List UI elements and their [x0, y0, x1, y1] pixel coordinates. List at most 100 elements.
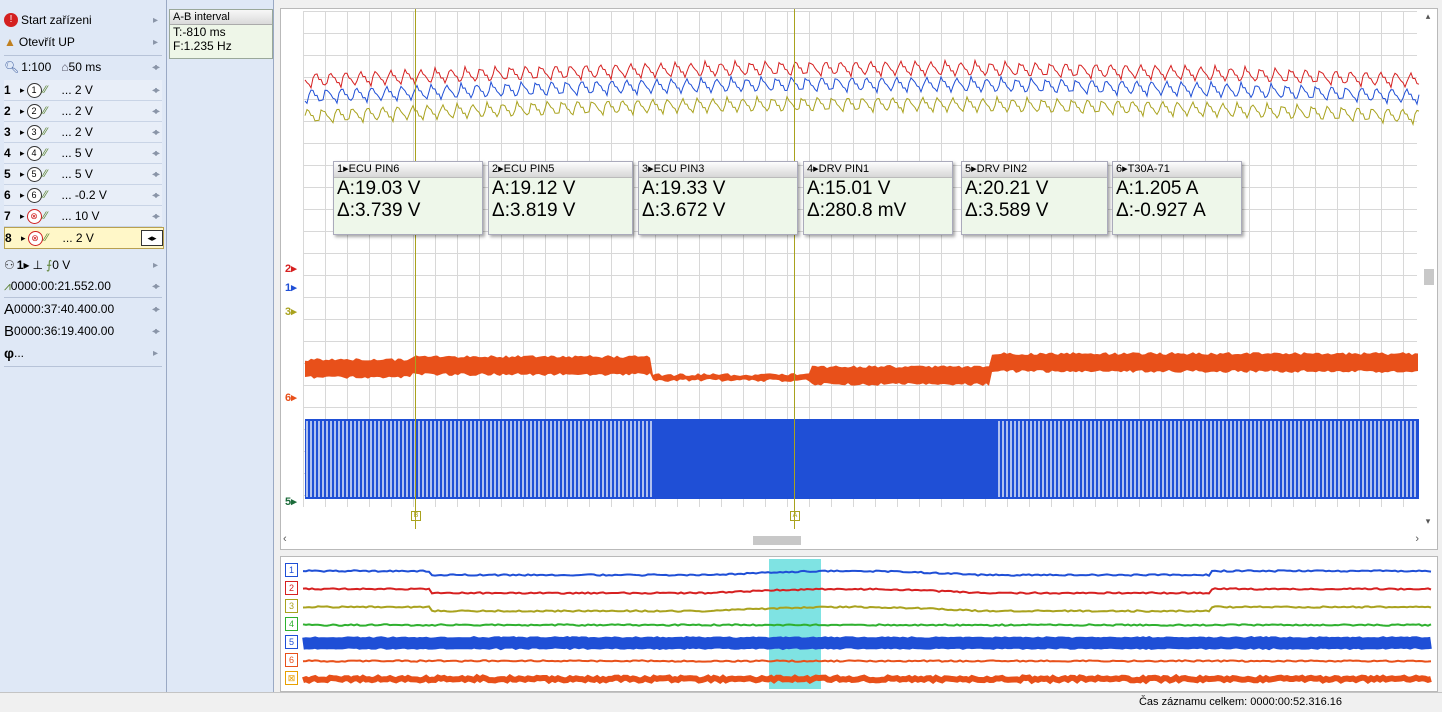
probe-icon[interactable]: ⁄⁄	[44, 84, 56, 96]
channel-scale[interactable]: ... -0.2 V	[62, 188, 107, 202]
channel-row-1[interactable]: 1 ▸ 1 ⁄⁄... 2 V ◂▸	[4, 80, 162, 101]
probe-icon[interactable]: ⁄⁄	[44, 210, 56, 222]
horizontal-scrollbar[interactable]: ‹ ›	[283, 533, 1419, 547]
divider	[4, 366, 162, 367]
channel-marker-3[interactable]: 3▸	[285, 305, 297, 318]
overview-channel-label-7[interactable]: ⊠	[285, 671, 298, 685]
measurement-box-5[interactable]: 5▸DRV PIN2 A:20.21 V Δ:3.589 V	[961, 161, 1108, 235]
measurement-box-4[interactable]: 4▸DRV PIN1 A:15.01 V Δ:280.8 mV	[803, 161, 953, 235]
main-plot[interactable]: B A 2▸ 1▸ 3▸ 6▸ 5▸ 1▸ECU PIN6 A:19.03 V …	[280, 8, 1438, 550]
overview-trace-6	[303, 660, 1431, 661]
probe-icon[interactable]: ⁄⁄	[44, 168, 56, 180]
channel-circle-icon[interactable]: 3	[27, 125, 42, 140]
adjust-arrows-icon[interactable]: ◂▸	[152, 62, 158, 73]
channel-number: 3	[4, 125, 20, 139]
adjust-arrows-icon[interactable]: ◂▸	[152, 85, 158, 96]
zoom-timebase-row[interactable]: 🔍︎ 1:100 ⌂ 50 ms ◂▸	[4, 57, 162, 77]
probe-icon[interactable]: ⁄⁄	[44, 105, 56, 117]
cursor-a-row[interactable]: A 0000:37:40.400.00 ◂▸	[4, 299, 162, 319]
measurement-box-1[interactable]: 1▸ECU PIN6 A:19.03 V Δ:3.739 V	[333, 161, 483, 235]
probe-icon[interactable]: ⁄⁄	[44, 189, 56, 201]
cursor-a-handle[interactable]: A	[790, 511, 800, 521]
overview-channel-label-5[interactable]: 5	[285, 635, 298, 649]
channel-circle-icon[interactable]: ⊗	[27, 209, 42, 224]
overview-channel-label-3[interactable]: 3	[285, 599, 298, 613]
channel-marker-5[interactable]: 5▸	[285, 495, 297, 508]
channel-row-6[interactable]: 6 ▸ 6 ⁄⁄... -0.2 V ◂▸	[4, 185, 162, 206]
measurement-box-3[interactable]: 3▸ECU PIN3 A:19.33 V Δ:3.672 V	[638, 161, 798, 235]
pretrigger-icon: ⩘	[4, 279, 11, 294]
trigger-row[interactable]: ⚇ 1 ▸ ⊥ ⨍ 0 V ▸	[4, 255, 162, 275]
channel-row-3[interactable]: 3 ▸ 3 ⁄⁄... 2 V ◂▸	[4, 122, 162, 143]
adjust-arrows-icon[interactable]: ◂▸	[152, 127, 158, 138]
overview-channel-label-1[interactable]: 1	[285, 563, 298, 577]
channel-row-5[interactable]: 5 ▸ 5 ⁄⁄... 5 V ◂▸	[4, 164, 162, 185]
adjust-arrows-icon[interactable]: ◂▸	[141, 230, 163, 246]
vertical-scroll-thumb[interactable]	[1424, 269, 1434, 285]
adjust-arrows-icon[interactable]: ◂▸	[152, 211, 158, 222]
channel-circle-icon[interactable]: ⊗	[28, 231, 43, 246]
channel-scale[interactable]: ... 2 V	[62, 83, 93, 97]
arrow-right-icon: ▸	[20, 211, 25, 222]
phase-value: ...	[14, 346, 24, 360]
channel-scale[interactable]: ... 2 V	[62, 104, 93, 118]
channel-marker-6[interactable]: 6▸	[285, 391, 297, 404]
channel-number: 8	[5, 231, 21, 245]
time-offset-row[interactable]: ⩘ 0000:00:21.552.00 ◂▸	[4, 276, 162, 296]
start-device-button[interactable]: ! Start zařízeni ▸	[4, 10, 162, 30]
timebase-value[interactable]: 50 ms	[69, 60, 102, 74]
zoom-value[interactable]: 1:100	[21, 60, 51, 74]
channel-scale[interactable]: ... 2 V	[63, 231, 94, 245]
phase-row[interactable]: φ ... ▸	[4, 343, 162, 363]
channel-marker-1[interactable]: 1▸	[285, 281, 297, 294]
scroll-up-icon[interactable]: ▴	[1421, 11, 1435, 22]
cursor-b-line[interactable]	[415, 9, 416, 529]
cursor-b-value[interactable]: 0000:36:19.400.00	[14, 324, 114, 338]
channel-scale[interactable]: ... 10 V	[62, 209, 100, 223]
probe-icon[interactable]: ⁄⁄	[44, 147, 56, 159]
measurement-box-6[interactable]: 6▸T30A-71 A:1.205 A Δ:-0.927 A	[1112, 161, 1242, 235]
channel-number: 1	[4, 83, 20, 97]
channel-scale[interactable]: ... 5 V	[62, 167, 93, 181]
adjust-arrows-icon[interactable]: ◂▸	[152, 190, 158, 201]
cursor-b-row[interactable]: B 0000:36:19.400.00 ◂▸	[4, 321, 162, 341]
probe-icon[interactable]: ⁄⁄	[44, 126, 56, 138]
adjust-arrows-icon[interactable]: ◂▸	[152, 148, 158, 159]
measurement-box-2[interactable]: 2▸ECU PIN5 A:19.12 V Δ:3.819 V	[488, 161, 633, 235]
adjust-arrows-icon[interactable]: ◂▸	[152, 304, 158, 315]
time-offset-value[interactable]: 0000:00:21.552.00	[11, 279, 111, 293]
channel-row-7[interactable]: 7 ▸ ⊗ ⁄⁄ ... 10 V ◂▸	[4, 206, 162, 227]
adjust-arrows-icon[interactable]: ◂▸	[152, 106, 158, 117]
chevron-right-icon: ▸	[153, 37, 158, 48]
channel-scale[interactable]: ... 5 V	[62, 146, 93, 160]
channel-scale[interactable]: ... 2 V	[62, 125, 93, 139]
channel-row-8[interactable]: 8 ▸ ⊗ ⁄⁄ ... 2 V ◂▸	[4, 227, 164, 249]
channel-circle-icon[interactable]: 4	[27, 146, 42, 161]
scroll-left-icon[interactable]: ‹	[283, 533, 287, 545]
open-up-button[interactable]: ▲ Otevřít UP ▸	[4, 32, 162, 52]
overview-channel-label-4[interactable]: 4	[285, 617, 298, 631]
channel-circle-icon[interactable]: 1	[27, 83, 42, 98]
channel-marker-2[interactable]: 2▸	[285, 262, 297, 275]
overview-strip[interactable]: 1 2 3 4 5 6 ⊠	[280, 556, 1438, 692]
cursor-a-label: A	[4, 301, 14, 318]
channel-circle-icon[interactable]: 5	[27, 167, 42, 182]
probe-icon[interactable]: ⁄⁄	[45, 232, 57, 244]
overview-channel-label-6[interactable]: 6	[285, 653, 298, 667]
cursor-b-handle[interactable]: B	[411, 511, 421, 521]
adjust-arrows-icon[interactable]: ◂▸	[152, 169, 158, 180]
cursor-a-value[interactable]: 0000:37:40.400.00	[14, 302, 114, 316]
channel-row-4[interactable]: 4 ▸ 4 ⁄⁄... 5 V ◂▸	[4, 143, 162, 164]
channel-circle-icon[interactable]: 6	[27, 188, 42, 203]
scroll-down-icon[interactable]: ▾	[1421, 516, 1435, 527]
vertical-scrollbar[interactable]: ▴ ▾	[1421, 11, 1435, 527]
horizontal-scroll-thumb[interactable]	[753, 536, 801, 545]
trigger-level[interactable]: 0 V	[52, 258, 70, 272]
adjust-arrows-icon[interactable]: ◂▸	[152, 326, 158, 337]
adjust-arrows-icon[interactable]: ◂▸	[152, 281, 158, 292]
cursor-a-line[interactable]	[794, 9, 795, 529]
channel-row-2[interactable]: 2 ▸ 2 ⁄⁄... 2 V ◂▸	[4, 101, 162, 122]
channel-circle-icon[interactable]: 2	[27, 104, 42, 119]
overview-channel-label-2[interactable]: 2	[285, 581, 298, 595]
scroll-right-icon[interactable]: ›	[1415, 533, 1419, 545]
